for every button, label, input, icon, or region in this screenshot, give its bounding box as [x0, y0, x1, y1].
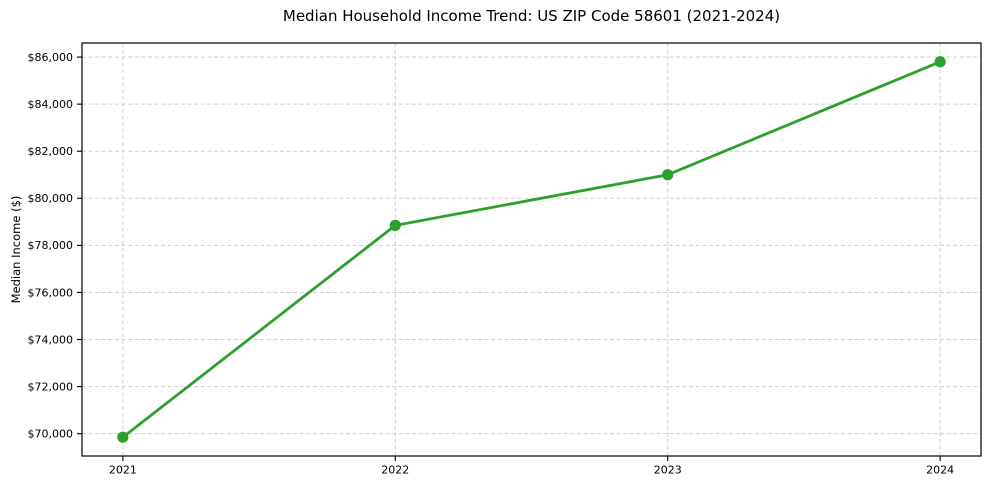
- x-tick-label: 2022: [381, 464, 409, 477]
- x-tick-label: 2021: [109, 464, 137, 477]
- chart-title: Median Household Income Trend: US ZIP Co…: [283, 7, 780, 25]
- x-tick-label: 2023: [654, 464, 682, 477]
- data-point: [117, 431, 129, 443]
- y-tick-label: $70,000: [28, 427, 74, 440]
- y-tick-label: $82,000: [28, 145, 74, 158]
- axis-ticks: $70,000 $72,000 $74,000 $76,000 $78,000 $80,0…: [28, 51, 955, 477]
- data-point-markers: [117, 56, 946, 443]
- x-tick-label: 2024: [926, 464, 954, 477]
- y-tick-label: $76,000: [28, 286, 74, 299]
- y-tick-label: $72,000: [28, 380, 74, 393]
- y-tick-label: $84,000: [28, 98, 74, 111]
- y-tick-label: $86,000: [28, 51, 74, 64]
- y-tick-label: $78,000: [28, 239, 74, 252]
- trend-line: [122, 60, 941, 439]
- y-tick-label: $80,000: [28, 192, 74, 205]
- data-point: [662, 169, 674, 181]
- y-tick-label: $74,000: [28, 333, 74, 346]
- data-point: [934, 56, 946, 68]
- y-axis-label: Median Income ($): [9, 196, 23, 304]
- data-point: [389, 219, 401, 231]
- plot-border: [81, 42, 982, 457]
- gridlines: [82, 43, 981, 456]
